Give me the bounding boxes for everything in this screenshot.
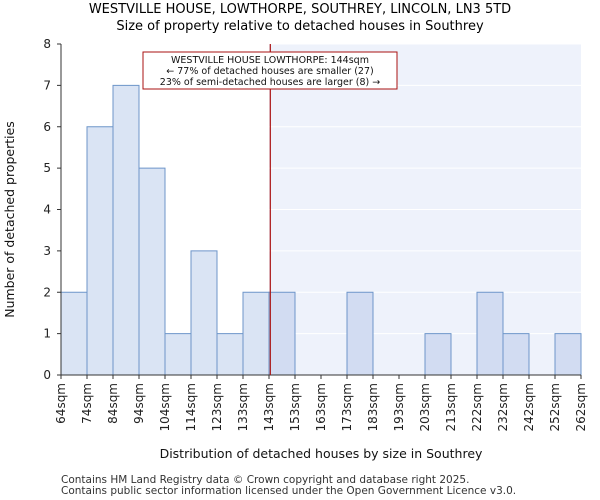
x-tick-label: 262sqm xyxy=(574,383,588,431)
x-tick-label: 232sqm xyxy=(496,383,510,431)
x-tick-label: 153sqm xyxy=(288,383,302,431)
histogram-bar xyxy=(242,291,270,376)
x-tick-label: 84sqm xyxy=(106,383,120,424)
histogram-bar xyxy=(346,291,374,376)
histogram-bar xyxy=(164,333,192,376)
x-tick-label: 252sqm xyxy=(548,383,562,431)
histogram-bar xyxy=(112,84,140,376)
x-tick-label: 123sqm xyxy=(210,383,224,431)
x-tick-label: 94sqm xyxy=(132,383,146,424)
x-tick-label: 193sqm xyxy=(392,383,406,431)
chart-title-line2: Size of property relative to detached ho… xyxy=(116,19,484,34)
x-tick-label: 114sqm xyxy=(184,383,198,431)
annotation-text: WESTVILLE HOUSE LOWTHORPE: 144sqm xyxy=(171,55,369,66)
histogram-bar xyxy=(216,333,244,376)
x-tick-label: 222sqm xyxy=(470,383,484,431)
x-tick-label: 64sqm xyxy=(54,383,68,424)
histogram-bar xyxy=(476,291,504,376)
histogram-bar xyxy=(86,126,114,376)
x-tick-label: 203sqm xyxy=(418,383,432,431)
histogram-bar xyxy=(138,167,166,376)
footer-copyright: Contains HM Land Registry data © Crown c… xyxy=(61,474,470,486)
y-tick-label: 1 xyxy=(43,327,51,341)
x-tick-label: 143sqm xyxy=(262,383,276,431)
y-tick-label: 6 xyxy=(43,120,51,134)
histogram-bar xyxy=(190,250,218,376)
x-axis-title: Distribution of detached houses by size … xyxy=(160,446,483,461)
x-tick-label: 213sqm xyxy=(444,383,458,431)
chart-title-line1: WESTVILLE HOUSE, LOWTHORPE, SOUTHREY, LI… xyxy=(88,2,512,17)
histogram-bar xyxy=(554,333,582,376)
y-tick-label: 0 xyxy=(43,368,51,382)
annotation-box xyxy=(142,51,398,90)
x-tick-label: 183sqm xyxy=(366,383,380,431)
footer-licence: Contains public sector information licen… xyxy=(61,485,517,497)
y-tick-label: 8 xyxy=(43,37,51,51)
y-tick-label: 2 xyxy=(43,285,51,299)
histogram-bar xyxy=(502,333,530,376)
annotation-text: 23% of semi-detached houses are larger (… xyxy=(160,77,380,88)
y-tick-label: 3 xyxy=(43,244,51,258)
histogram-bar xyxy=(60,291,88,376)
y-tick-label: 4 xyxy=(43,203,51,217)
x-tick-label: 133sqm xyxy=(236,383,250,431)
annotation-text: ← 77% of detached houses are smaller (27… xyxy=(166,66,373,77)
y-tick-label: 5 xyxy=(43,161,51,175)
x-tick-label: 173sqm xyxy=(340,383,354,431)
x-tick-label: 104sqm xyxy=(158,383,172,431)
y-axis-title: Number of detached properties xyxy=(2,121,17,318)
histogram-bar xyxy=(268,291,296,376)
x-tick-label: 242sqm xyxy=(522,383,536,431)
x-tick-label: 163sqm xyxy=(314,383,328,431)
x-tick-label: 74sqm xyxy=(80,383,94,424)
y-tick-label: 7 xyxy=(43,78,51,92)
histogram-bar xyxy=(424,333,452,376)
